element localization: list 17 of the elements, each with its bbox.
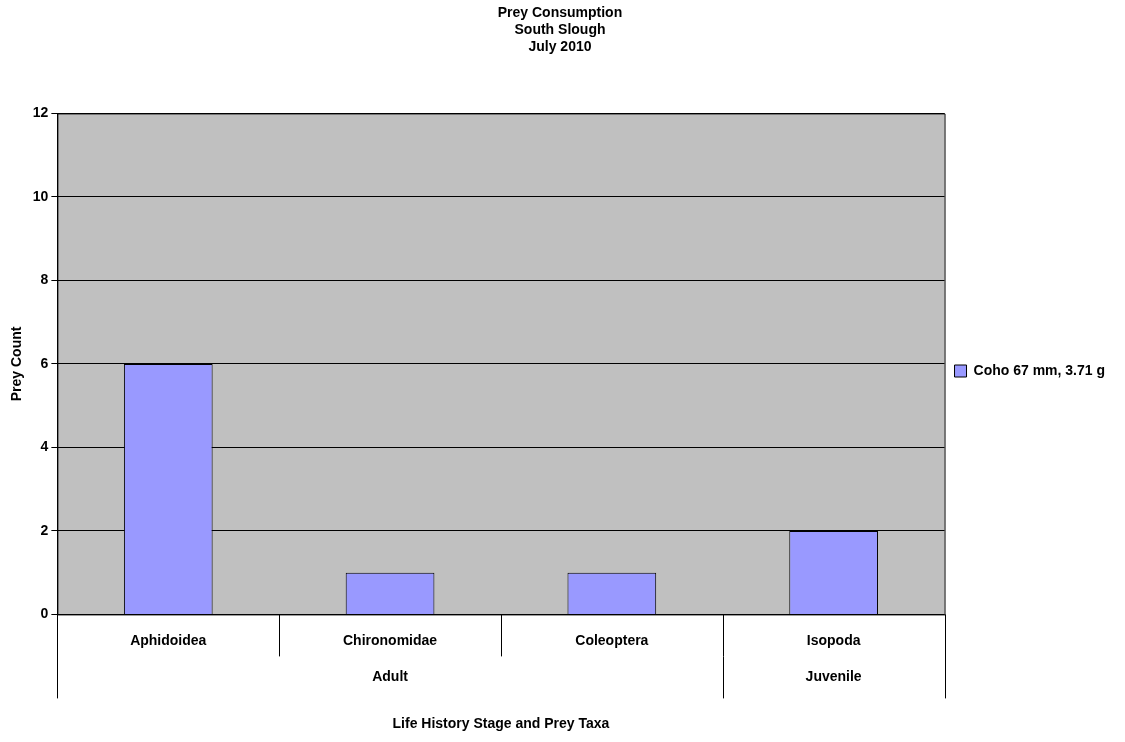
y-tick-label: 0	[40, 605, 49, 622]
text: Juvenile	[805, 668, 862, 685]
y-tick-label: 10	[32, 187, 49, 204]
text: Adult	[372, 668, 409, 685]
y-tick-label: 12	[32, 104, 49, 121]
y-axis-title: Prey Count	[8, 326, 25, 402]
chart-title: Prey Consumption South Slough July 2010	[497, 4, 623, 54]
x-tick-label: Chironomidae	[342, 631, 438, 648]
y-tick-label: 6	[40, 354, 49, 371]
x-axis-title: Life History Stage and Prey Taxa	[392, 715, 610, 732]
x-tick-label: Isopoda	[806, 631, 861, 648]
legend-label: Coho 67 mm, 3.71 g	[973, 361, 1105, 378]
y-tick-label: 4	[40, 438, 49, 455]
x-tick-label: Aphidoidea	[130, 631, 207, 648]
y-tick-label: 2	[40, 521, 49, 538]
x-tick-label: Coleoptera	[575, 631, 649, 648]
y-tick-label: 8	[40, 271, 49, 288]
